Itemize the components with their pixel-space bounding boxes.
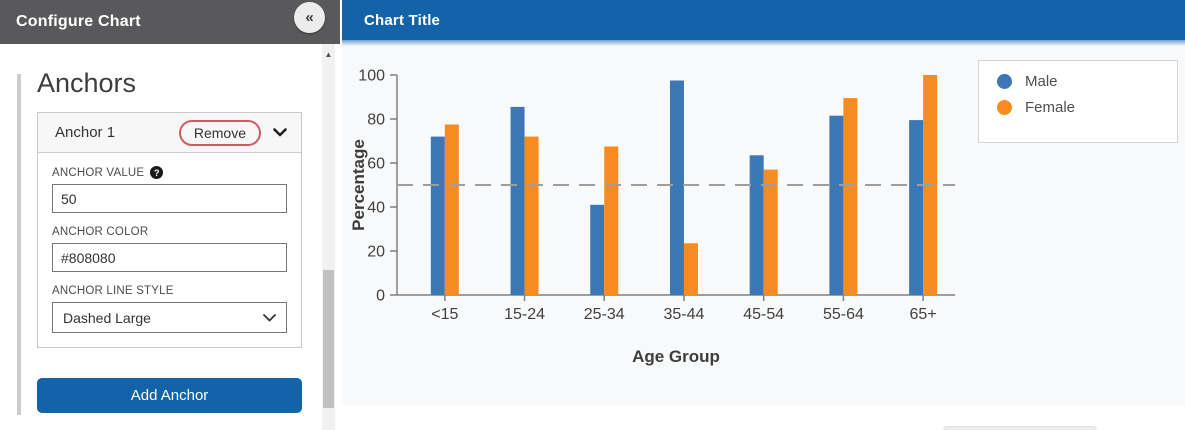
chart-header-accent-strip [342, 40, 1185, 46]
svg-text:Age Group: Age Group [632, 347, 720, 366]
anchor-value-label: ANCHOR VALUE ? [52, 166, 287, 179]
chart-title: Chart Title [364, 11, 441, 29]
anchor-card-body: ANCHOR VALUE ? ANCHOR COLOR ANCHOR LINE … [38, 153, 301, 333]
section-accent-bar [17, 74, 21, 415]
chevron-down-icon [263, 313, 276, 321]
scrollbar-thumb[interactable] [323, 270, 334, 408]
anchors-section-title: Anchors [37, 68, 137, 98]
panel-title: Configure Chart [16, 13, 141, 30]
configure-panel-header: Configure Chart « [0, 0, 340, 44]
svg-text:40: 40 [367, 200, 385, 217]
legend-label: Female [1025, 99, 1076, 116]
scrollbar-up-arrow-icon[interactable]: ▲ [322, 50, 335, 60]
selected-line-style: Dashed Large [63, 309, 151, 326]
legend-label: Male [1025, 73, 1058, 90]
legend-swatch-icon [997, 100, 1012, 115]
svg-text:35-44: 35-44 [664, 306, 705, 323]
svg-text:60: 60 [367, 156, 385, 173]
bar-chart-canvas: 0 20 40 60 80 100 <15 15-24 25-34 35-44 45-54 55-64… [349, 68, 955, 366]
add-anchor-button[interactable]: Add Anchor [37, 378, 302, 413]
chart-title-bar: Chart Title [342, 0, 1185, 40]
anchor-card: Anchor 1 Remove ANCHOR VALUE ? ANCHOR CO… [37, 112, 302, 348]
configure-panel: Configure Chart « Anchors Anchor 1 Remov… [0, 0, 340, 430]
anchor-color-input[interactable] [52, 243, 287, 272]
svg-text:Percentage: Percentage [349, 139, 368, 231]
legend-swatch-icon [997, 74, 1012, 89]
remove-anchor-button[interactable]: Remove [178, 119, 261, 146]
svg-text:<15: <15 [431, 306, 458, 323]
legend-item-female[interactable]: Female [997, 99, 1177, 116]
svg-text:65+: 65+ [910, 306, 937, 323]
chart-legend: Male Female [978, 60, 1178, 143]
anchor-line-style-select[interactable]: Dashed Large [52, 302, 287, 333]
svg-text:15-24: 15-24 [504, 306, 545, 323]
collapse-panel-button[interactable]: « [294, 2, 325, 33]
svg-text:100: 100 [358, 68, 385, 85]
help-icon[interactable]: ? [150, 166, 164, 179]
collapse-anchor-button[interactable] [271, 126, 289, 139]
svg-text:45-54: 45-54 [743, 306, 784, 323]
bottom-cutoff-element [943, 426, 1097, 430]
anchor-card-title: Anchor 1 [55, 124, 116, 141]
anchor-color-label: ANCHOR COLOR [52, 226, 149, 238]
anchor-line-style-label: ANCHOR LINE STYLE [52, 285, 174, 297]
svg-text:20: 20 [367, 244, 385, 261]
svg-text:80: 80 [367, 112, 385, 129]
chart-panel: Chart Title 0 20 40 60 80 100 <15 15-24 25-34 35-… [342, 0, 1185, 405]
collapse-chevrons-icon: « [305, 9, 314, 26]
anchor-card-header[interactable]: Anchor 1 Remove [38, 113, 301, 153]
chevron-down-icon [273, 128, 287, 137]
svg-text:0: 0 [376, 288, 385, 305]
svg-text:25-34: 25-34 [584, 306, 625, 323]
legend-item-male[interactable]: Male [997, 73, 1177, 90]
anchor-value-input[interactable] [52, 184, 287, 213]
svg-text:55-64: 55-64 [823, 306, 864, 323]
panel-scrollbar[interactable]: ▲ [322, 44, 335, 430]
